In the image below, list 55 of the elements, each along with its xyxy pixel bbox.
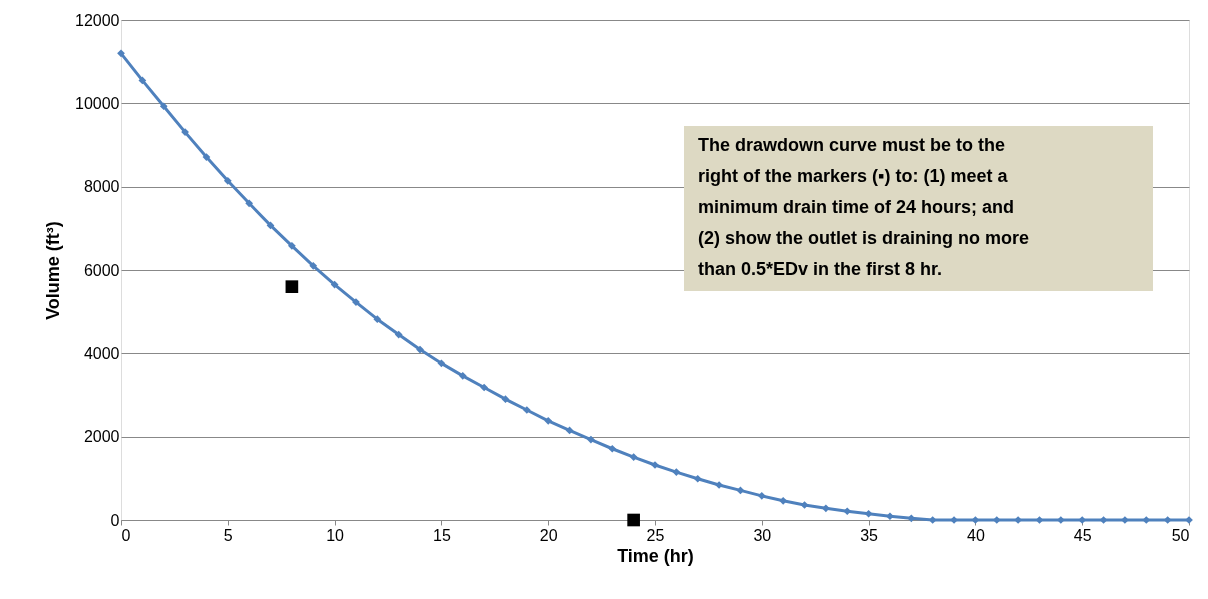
point: [864, 509, 873, 518]
point: [288, 241, 296, 250]
point: [672, 468, 681, 476]
point: [822, 504, 830, 513]
point: [757, 491, 766, 500]
point: [458, 371, 467, 380]
point: [330, 280, 339, 289]
x-tick-label: 5: [223, 526, 233, 544]
y-tick-label: 2000: [83, 428, 120, 446]
x-tick-label: 0: [121, 526, 131, 544]
point: [886, 512, 894, 521]
x-tick-label: 20: [539, 526, 558, 544]
point: [138, 76, 147, 85]
y-tick-label: 4000: [83, 344, 120, 362]
point: [587, 435, 595, 444]
point: [608, 444, 617, 453]
point: [544, 416, 553, 425]
point: [736, 486, 745, 495]
point: [181, 128, 189, 136]
point: [245, 199, 254, 208]
point: [202, 153, 211, 161]
y-tick-label: 10000: [75, 94, 120, 112]
point: [437, 359, 446, 368]
x-tick-label: 40: [967, 526, 985, 544]
point: [117, 49, 125, 58]
x-tick-label: 15: [433, 526, 451, 544]
point: [394, 330, 403, 339]
point: [693, 474, 702, 483]
point: [627, 513, 640, 527]
x-axis-title: Time (hr): [617, 545, 694, 566]
point: [309, 261, 318, 270]
x-tick-label: 45: [1073, 526, 1092, 544]
point: [843, 507, 852, 516]
annotation: The drawdown curve must be to the right of the markers (▪) to: (1) meet a minimum drain time of 24 hours; and (2) show the outlet is draining no more than 0.5*EDv in the first 8 hr.: [698, 135, 1030, 279]
x-tick-label: 50: [1171, 526, 1190, 544]
y-axis-title: Volume (ft³): [43, 221, 64, 320]
x-tick-label: 25: [646, 526, 665, 544]
point: [159, 102, 168, 111]
y-tick-label: 8000: [83, 178, 120, 196]
y-tick-label: 12000: [75, 11, 120, 29]
point: [501, 395, 510, 404]
point: [373, 315, 382, 324]
x-tick-label: 35: [860, 526, 879, 544]
x-tick-label: 30: [753, 526, 772, 544]
point: [800, 501, 809, 509]
point: [629, 453, 638, 461]
point: [416, 345, 424, 354]
y-tick-label: 6000: [83, 261, 120, 279]
point: [522, 406, 531, 414]
point: [223, 176, 232, 185]
y-tick-label: 0: [110, 511, 120, 529]
x-tick-label: 10: [326, 526, 345, 544]
point: [285, 280, 299, 293]
point: [480, 383, 488, 392]
point: [565, 426, 574, 435]
